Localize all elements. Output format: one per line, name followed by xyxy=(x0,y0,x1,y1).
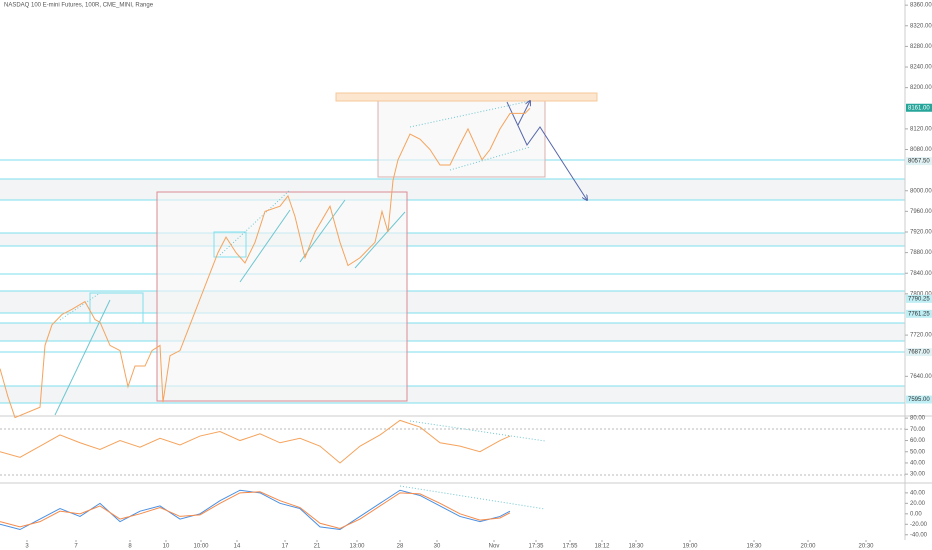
trendline xyxy=(409,100,531,128)
y-tick-label: 20.00 xyxy=(910,501,926,507)
price-label xyxy=(906,157,932,166)
y-tick-label: 8000.00 xyxy=(910,188,932,194)
x-tick-label: 17:35 xyxy=(528,544,544,550)
y-tick-label: 8280.00 xyxy=(910,44,932,50)
zone xyxy=(0,233,905,246)
zone xyxy=(0,179,905,200)
x-tick-label: 7 xyxy=(74,544,78,550)
x-tick-label: 8 xyxy=(128,544,132,550)
zone xyxy=(0,291,905,313)
x-tick-label: 3 xyxy=(25,544,29,550)
price-label-text: 7761.25 xyxy=(908,311,930,317)
price-label xyxy=(906,395,932,404)
trendline xyxy=(409,420,546,442)
y-tick-label: 7840.00 xyxy=(910,271,932,277)
trendline xyxy=(354,211,406,269)
y-tick-label: 7880.00 xyxy=(910,250,932,256)
y-tick-label: 7800.00 xyxy=(910,291,932,297)
trendline xyxy=(399,485,546,510)
y-tick-label: 0.00 xyxy=(910,511,922,517)
price-label-text: 7595.00 xyxy=(908,397,930,403)
y-tick-label: 7640.00 xyxy=(910,374,932,380)
x-tick-label: 28 xyxy=(397,544,404,550)
x-tick-label: 13:00 xyxy=(349,544,365,550)
resistance-zone xyxy=(335,92,598,102)
x-tick-label: 19:30 xyxy=(746,544,762,550)
trendline xyxy=(449,146,531,171)
y-tick-label: 8080.00 xyxy=(910,147,932,153)
zone xyxy=(0,323,905,341)
price-label xyxy=(906,309,932,318)
x-tick-label: 20:30 xyxy=(858,544,874,550)
price-label xyxy=(906,103,932,112)
y-tick-label: 40.00 xyxy=(910,461,926,467)
range-box xyxy=(377,100,546,178)
projection-arrow xyxy=(506,101,587,200)
x-tick-label: 18:30 xyxy=(628,544,644,550)
x-tick-label: 17 xyxy=(282,544,289,550)
x-tick-label: 10:00 xyxy=(193,544,209,550)
y-tick-label: 60.00 xyxy=(910,438,926,444)
y-tick-label: 8240.00 xyxy=(910,65,932,71)
y-tick-label: 8360.00 xyxy=(910,3,932,9)
y-tick-label: -20.00 xyxy=(910,522,928,528)
y-tick-label: 50.00 xyxy=(910,449,926,455)
y-tick-label: 7960.00 xyxy=(910,209,932,215)
x-tick-label: 19:00 xyxy=(682,544,698,550)
y-tick-label: -40.00 xyxy=(910,532,928,538)
price-label xyxy=(906,348,932,357)
price-line xyxy=(0,419,511,464)
y-tick-label: 7720.00 xyxy=(910,333,932,339)
y-tick-label: 30.00 xyxy=(910,472,926,478)
price-label-text: 8057.50 xyxy=(908,159,930,165)
trendline xyxy=(239,209,291,283)
chart-title: NASDAQ 100 E-mini Futures, 100R, CME_MIN… xyxy=(4,3,154,9)
range-box xyxy=(156,191,408,402)
x-tick-label: 30 xyxy=(434,544,441,550)
y-tick-label: 8200.00 xyxy=(910,85,932,91)
y-tick-label: 7920.00 xyxy=(910,230,932,236)
box xyxy=(89,292,144,324)
price-label-text: 7790.25 xyxy=(908,296,930,302)
x-tick-label: Nov xyxy=(489,544,500,550)
x-tick-label: 17:55 xyxy=(562,544,578,550)
trendline xyxy=(59,292,101,321)
trendline xyxy=(219,189,291,256)
y-tick-label: 70.00 xyxy=(910,427,926,433)
x-tick-label: 14 xyxy=(234,544,241,550)
price-label-text: 7687.00 xyxy=(908,350,930,356)
y-tick-label: 8120.00 xyxy=(910,126,932,132)
y-tick-label: 80.00 xyxy=(910,416,926,422)
x-tick-label: 18:12 xyxy=(594,544,610,550)
y-tick-label: 8320.00 xyxy=(910,23,932,29)
x-tick-label: 10 xyxy=(163,544,170,550)
price-label-text: 8161.00 xyxy=(908,105,930,111)
price-line xyxy=(0,491,511,530)
trendline xyxy=(54,299,111,416)
y-tick-label: 40.00 xyxy=(910,490,926,496)
x-tick-label: 20:00 xyxy=(800,544,816,550)
box xyxy=(213,231,247,258)
x-tick-label: 21 xyxy=(314,544,321,550)
price-line xyxy=(0,107,531,419)
zone xyxy=(0,386,905,403)
price-label xyxy=(906,294,932,303)
price-line xyxy=(0,489,511,531)
